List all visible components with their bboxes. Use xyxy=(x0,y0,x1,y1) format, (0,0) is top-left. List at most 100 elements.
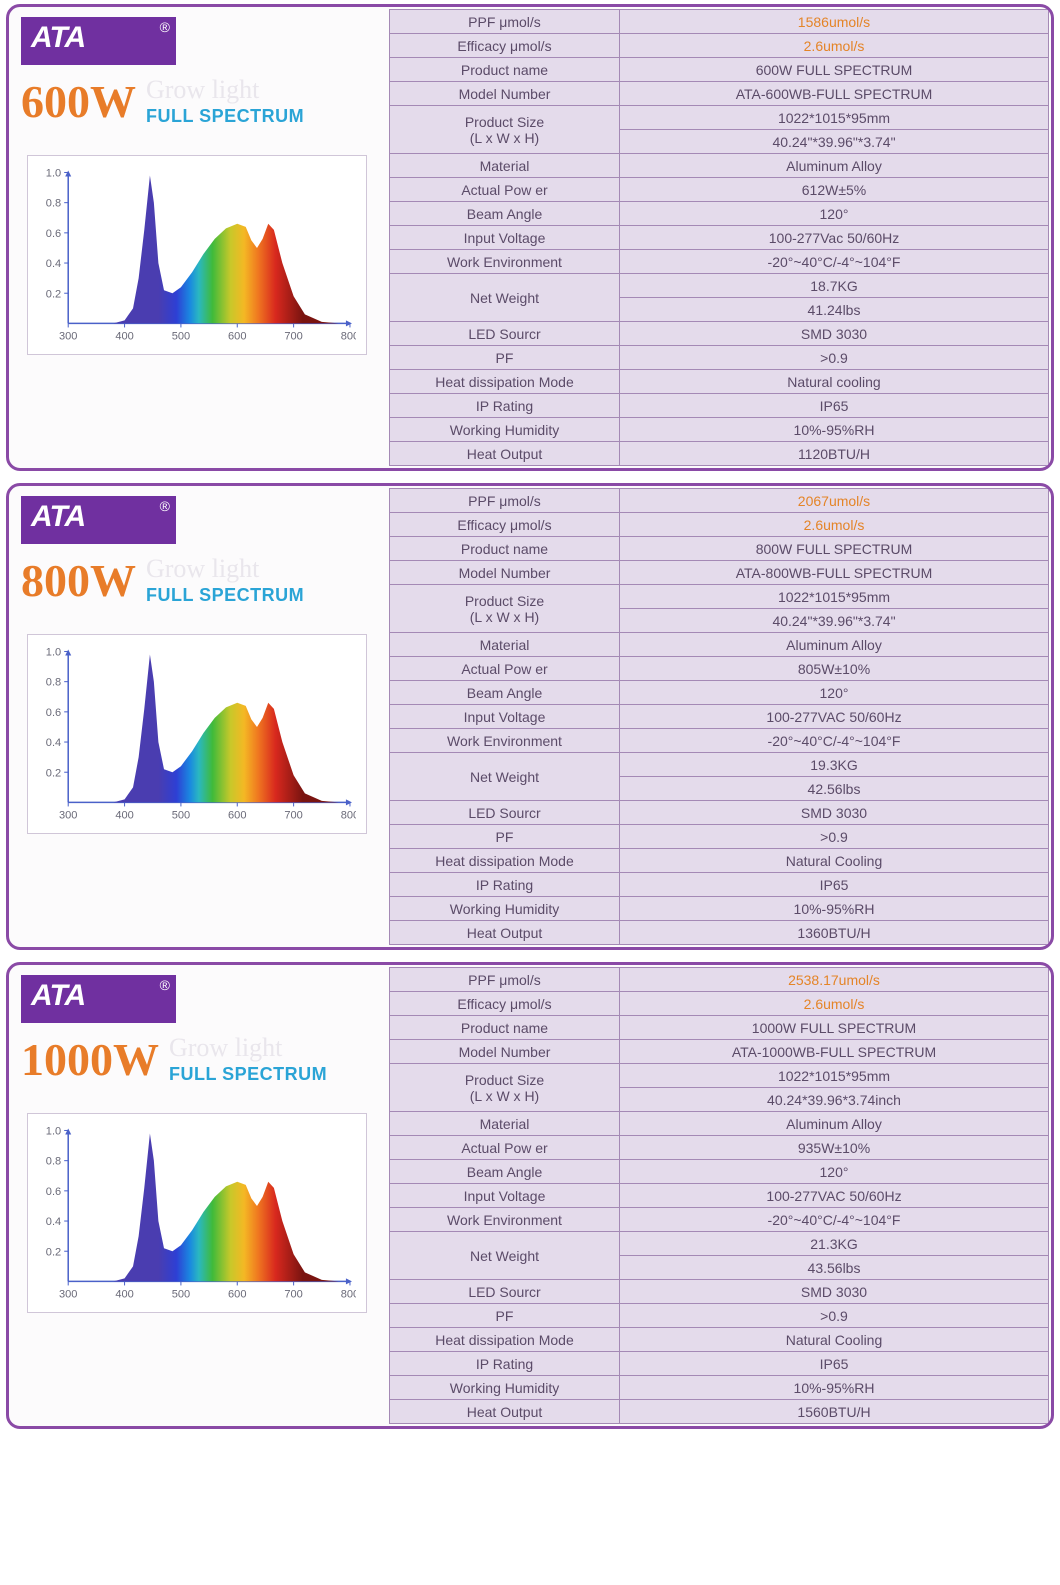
spec-value: >0.9 xyxy=(620,1304,1049,1328)
svg-text:1.0: 1.0 xyxy=(46,1126,61,1138)
svg-text:400: 400 xyxy=(115,331,133,343)
spec-value: 18.7KG xyxy=(620,274,1049,298)
chart-container: 3004005006007008000.20.40.60.81.0 xyxy=(27,1113,367,1313)
svg-text:300: 300 xyxy=(59,810,77,822)
svg-text:300: 300 xyxy=(59,1289,77,1301)
svg-text:700: 700 xyxy=(284,1289,302,1301)
spec-label: Model Number xyxy=(390,561,620,585)
spec-label: Product name xyxy=(390,537,620,561)
spec-label: PPF μmol/s xyxy=(390,968,620,992)
svg-text:700: 700 xyxy=(284,331,302,343)
spec-value: 2.6umol/s xyxy=(620,34,1049,58)
grow-light-label: Grow light xyxy=(146,556,304,582)
title-block: 1000W Grow light FULL SPECTRUM xyxy=(21,1037,377,1085)
spec-value: IP65 xyxy=(620,873,1049,897)
spec-label: Product Size(L x W x H) xyxy=(390,585,620,633)
wattage-label: 600W xyxy=(21,79,136,125)
spec-label: Product name xyxy=(390,58,620,82)
spec-label: Actual Pow er xyxy=(390,657,620,681)
spec-label: IP Rating xyxy=(390,1352,620,1376)
svg-text:0.4: 0.4 xyxy=(46,258,61,270)
spec-value: 1586umol/s xyxy=(620,10,1049,34)
chart-container: 3004005006007008000.20.40.60.81.0 xyxy=(27,634,367,834)
spec-label: Working Humidity xyxy=(390,897,620,921)
spec-value: Natural Cooling xyxy=(620,1328,1049,1352)
spec-label: Efficacy μmol/s xyxy=(390,992,620,1016)
spec-value: 43.56lbs xyxy=(620,1256,1049,1280)
svg-text:600: 600 xyxy=(228,331,246,343)
spec-label: Material xyxy=(390,1112,620,1136)
wattage-label: 800W xyxy=(21,558,136,604)
title-block: 800W Grow light FULL SPECTRUM xyxy=(21,558,377,606)
spec-label: Beam Angle xyxy=(390,202,620,226)
spec-label: PPF μmol/s xyxy=(390,489,620,513)
spectrum-chart: 3004005006007008000.20.40.60.81.0 xyxy=(34,643,356,829)
spec-label: Actual Pow er xyxy=(390,1136,620,1160)
svg-text:600: 600 xyxy=(228,1289,246,1301)
spec-value: 10%-95%RH xyxy=(620,418,1049,442)
spec-label: PF xyxy=(390,346,620,370)
svg-text:0.6: 0.6 xyxy=(46,1186,61,1198)
spec-value: 40.24"*39.96"*3.74" xyxy=(620,609,1049,633)
title-block: 600W Grow light FULL SPECTRUM xyxy=(21,79,377,127)
logo-text: ATA xyxy=(31,21,85,54)
svg-text:1.0: 1.0 xyxy=(46,168,61,180)
left-panel: ATA ® 1000W Grow light FULL SPECTRUM 300… xyxy=(9,965,389,1426)
spec-label: Beam Angle xyxy=(390,1160,620,1184)
spec-label: Efficacy μmol/s xyxy=(390,513,620,537)
spec-label: IP Rating xyxy=(390,873,620,897)
spec-label: Working Humidity xyxy=(390,418,620,442)
spec-label: LED Sourcr xyxy=(390,801,620,825)
spec-label: PPF μmol/s xyxy=(390,10,620,34)
spec-label: Heat Output xyxy=(390,442,620,466)
spec-value: 100-277VAC 50/60Hz xyxy=(620,705,1049,729)
spec-value: Natural cooling xyxy=(620,370,1049,394)
spec-value: 100-277Vac 50/60Hz xyxy=(620,226,1049,250)
spec-table: PPF μmol/s 2067umol/sEfficacy μmol/s 2.6… xyxy=(389,488,1049,945)
spec-value: 612W±5% xyxy=(620,178,1049,202)
spec-value: ATA-600WB-FULL SPECTRUM xyxy=(620,82,1049,106)
logo-text: ATA xyxy=(31,979,85,1012)
spec-value: 1560BTU/H xyxy=(620,1400,1049,1424)
svg-text:0.8: 0.8 xyxy=(46,198,61,210)
registered-icon: ® xyxy=(160,19,170,35)
spec-label: Actual Pow er xyxy=(390,178,620,202)
spec-value: 120° xyxy=(620,202,1049,226)
spec-value: 2538.17umol/s xyxy=(620,968,1049,992)
spec-value: 41.24lbs xyxy=(620,298,1049,322)
spec-label: Heat Output xyxy=(390,921,620,945)
brand-logo: ATA ® xyxy=(21,17,176,65)
spec-label: Heat dissipation Mode xyxy=(390,849,620,873)
spec-label: Net Weight xyxy=(390,1232,620,1280)
spec-value: 10%-95%RH xyxy=(620,1376,1049,1400)
spec-label: Input Voltage xyxy=(390,1184,620,1208)
spec-value: Aluminum Alloy xyxy=(620,154,1049,178)
spec-value: -20°~40°C/-4°~104°F xyxy=(620,1208,1049,1232)
spec-value: 2067umol/s xyxy=(620,489,1049,513)
spec-label: Net Weight xyxy=(390,274,620,322)
spec-value: ATA-1000WB-FULL SPECTRUM xyxy=(620,1040,1049,1064)
spec-value: IP65 xyxy=(620,394,1049,418)
svg-text:700: 700 xyxy=(284,810,302,822)
spec-label: Work Environment xyxy=(390,1208,620,1232)
spec-value: 1022*1015*95mm xyxy=(620,106,1049,130)
spec-value: 1120BTU/H xyxy=(620,442,1049,466)
spec-label: Efficacy μmol/s xyxy=(390,34,620,58)
spec-label: Working Humidity xyxy=(390,1376,620,1400)
svg-text:500: 500 xyxy=(172,1289,190,1301)
spec-value: 800W FULL SPECTRUM xyxy=(620,537,1049,561)
spec-label: LED Sourcr xyxy=(390,1280,620,1304)
spec-value: 1360BTU/H xyxy=(620,921,1049,945)
spec-label: Work Environment xyxy=(390,250,620,274)
spec-label: Net Weight xyxy=(390,753,620,801)
spec-label: Product Size(L x W x H) xyxy=(390,1064,620,1112)
spec-value: 40.24*39.96*3.74inch xyxy=(620,1088,1049,1112)
spec-value: >0.9 xyxy=(620,346,1049,370)
spec-value: 805W±10% xyxy=(620,657,1049,681)
spec-label: Model Number xyxy=(390,82,620,106)
svg-text:500: 500 xyxy=(172,810,190,822)
brand-logo: ATA ® xyxy=(21,496,176,544)
product-card: ATA ® 600W Grow light FULL SPECTRUM 3004… xyxy=(6,4,1054,471)
spec-label: Beam Angle xyxy=(390,681,620,705)
brand-logo: ATA ® xyxy=(21,975,176,1023)
